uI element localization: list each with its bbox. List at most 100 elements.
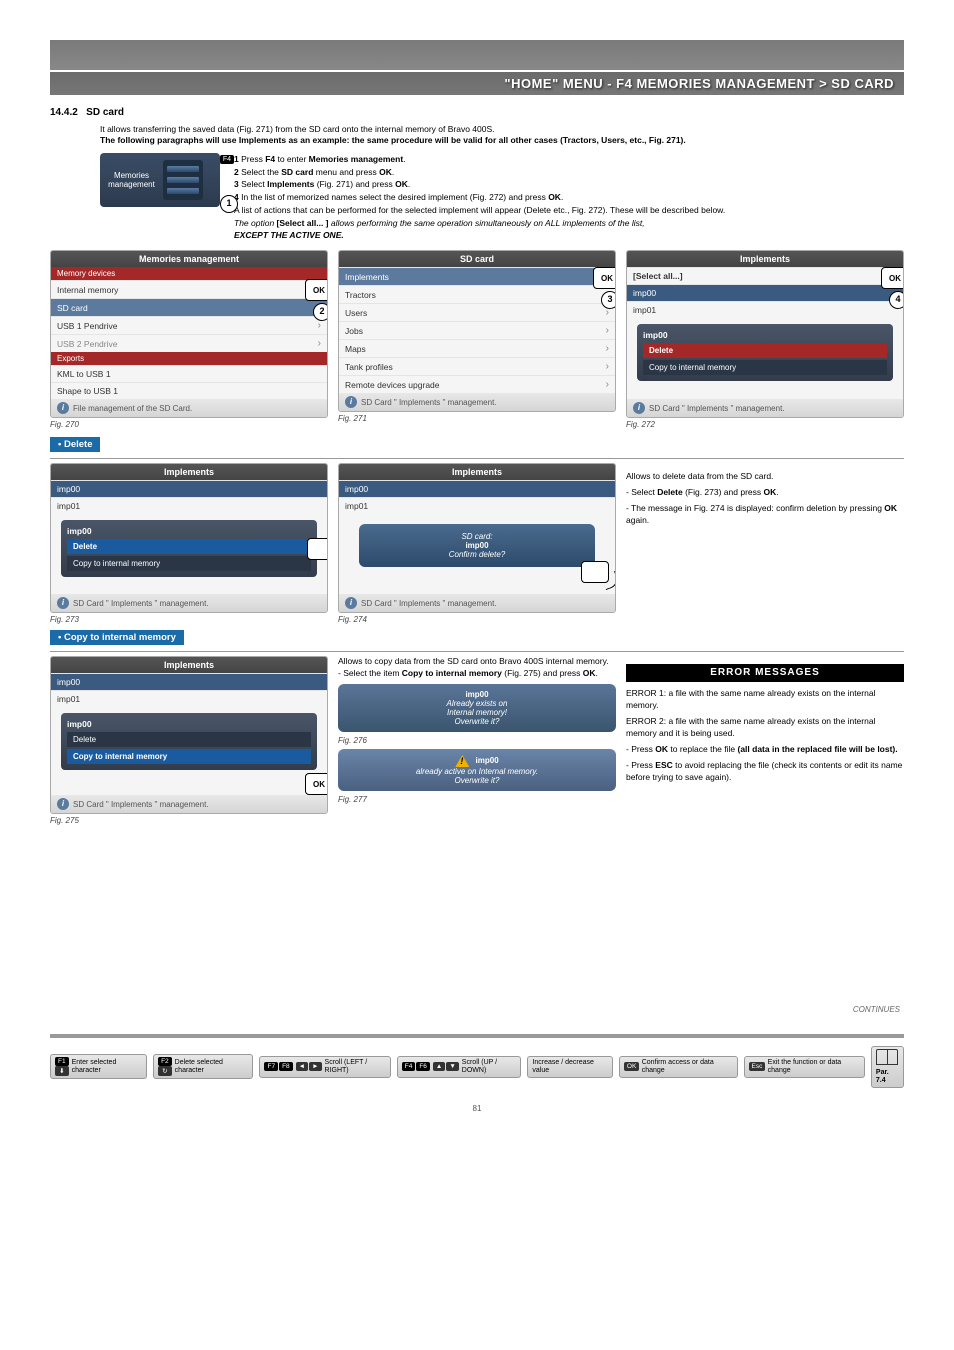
popup-copy[interactable]: Copy to internal memory — [67, 556, 311, 571]
fig-275-label: Fig. 275 — [50, 816, 328, 825]
row-shape[interactable]: Shape to USB 1 — [51, 382, 327, 399]
top-bar — [50, 40, 904, 70]
book-icon — [876, 1049, 898, 1065]
popup-delete[interactable]: Delete — [643, 343, 887, 358]
btn-text: Scroll (LEFT / RIGHT) — [325, 1059, 386, 1074]
f4-key-badge: F4 — [220, 155, 234, 164]
panel-274-header: Implements — [339, 464, 615, 480]
row-sd-card[interactable]: SD card› — [51, 298, 327, 316]
row-implements[interactable]: Implements› — [339, 267, 615, 285]
f2-key: F2 — [158, 1057, 172, 1066]
panels-row-1: Memories management Memory devices Inter… — [50, 250, 904, 429]
row-imp01[interactable]: imp01 — [627, 301, 903, 318]
panel-275: Implements imp00 imp01 imp00 Delete Copy… — [50, 656, 328, 814]
row-users[interactable]: Users› — [339, 303, 615, 321]
delete-heading: • Delete — [50, 437, 100, 452]
row-usb2: USB 2 Pendrive› — [51, 334, 327, 352]
callout-4: 4 — [889, 291, 904, 309]
cycle-icon: ↻ — [158, 1066, 172, 1076]
delete-row: Implements imp00 imp01 imp00 Delete Copy… — [50, 463, 904, 624]
panel-274-info: iSD Card " Implements " management. — [339, 594, 615, 612]
ok-bubble-275: OK — [305, 773, 328, 795]
row-imp00[interactable]: imp00 — [627, 284, 903, 301]
intro-line1: It allows transferring the saved data (F… — [100, 124, 904, 135]
row-imp00[interactable]: imp00 — [51, 480, 327, 497]
btn-text: Increase / decrease value — [532, 1059, 608, 1074]
down-icon: ▼ — [446, 1062, 458, 1071]
panel-271-info: iSD Card " Implements " management. — [339, 393, 615, 411]
ok-key: OK — [624, 1062, 639, 1071]
row-imp01[interactable]: imp01 — [51, 497, 327, 514]
row-imp01[interactable]: imp01 — [339, 497, 615, 514]
panel-270-info: iFile management of the SD Card. — [51, 399, 327, 417]
panel-275-header: Implements — [51, 657, 327, 673]
btn-manual-ref: Par. 7.4 — [871, 1046, 904, 1087]
f4-key: F4 — [402, 1062, 416, 1071]
warning-icon — [455, 755, 469, 767]
row-jobs[interactable]: Jobs› — [339, 321, 615, 339]
btn-enter-char: F1⬇ Enter selected character — [50, 1054, 147, 1079]
btn-text: Confirm access or data change — [642, 1059, 733, 1074]
popup-delete[interactable]: Delete — [67, 539, 311, 554]
btn-text: Delete selected character — [175, 1059, 249, 1074]
row-imp00[interactable]: imp00 — [51, 673, 327, 690]
btn-confirm: OK Confirm access or data change — [619, 1056, 738, 1077]
btn-delete-char: F2↻ Delete selected character — [153, 1054, 253, 1079]
up-icon: ▲ — [433, 1062, 445, 1071]
btn-exit: Esc Exit the function or data change — [744, 1056, 865, 1077]
panel-270-sub: Memory devices — [51, 267, 327, 280]
copy-heading: • Copy to internal memory — [50, 630, 184, 645]
row-imp00[interactable]: imp00 — [339, 480, 615, 497]
steps-list: 1 Press F4 to enter Memories management.… — [234, 153, 725, 242]
panel-270-sub2: Exports — [51, 352, 327, 365]
row-internal-memory[interactable]: Internal memory› — [51, 280, 327, 298]
title-bar: "HOME" MENU - F4 MEMORIES MANAGEMENT > S… — [50, 72, 904, 95]
left-icon: ◄ — [296, 1062, 308, 1071]
popup-copy[interactable]: Copy to internal memory — [643, 360, 887, 375]
error-messages-block: ERROR MESSAGES ERROR 1: a file with the … — [626, 656, 904, 825]
info-icon: i — [57, 597, 69, 609]
row-imp01[interactable]: imp01 — [51, 690, 327, 707]
callout-2: 2 — [313, 303, 328, 321]
panel-271: SD card Implements› Tractors› Users› Job… — [338, 250, 616, 412]
row-tank[interactable]: Tank profiles› — [339, 357, 615, 375]
f8-key: F8 — [279, 1062, 293, 1071]
ok-bubble-274: OK — [581, 561, 609, 583]
btn-text: Exit the function or data change — [768, 1059, 860, 1074]
intro-block: It allows transferring the saved data (F… — [100, 124, 904, 147]
row-kml[interactable]: KML to USB 1 — [51, 365, 327, 382]
error-messages-heading: ERROR MESSAGES — [626, 664, 904, 682]
row-usb1[interactable]: USB 1 Pendrive› — [51, 316, 327, 334]
panel-273-info: iSD Card " Implements " management. — [51, 594, 327, 612]
ok-bubble-271: OK — [593, 267, 616, 289]
row-remote[interactable]: Remote devices upgrade› — [339, 375, 615, 393]
copy-intro: Allows to copy data from the SD card ont… — [338, 656, 616, 680]
steps-row: Memories management F4 1 1 Press F4 to e… — [100, 153, 904, 242]
ok-bubble-273: OK — [307, 538, 328, 560]
fig-271-label: Fig. 271 — [338, 414, 616, 423]
btn-inc-dec: Increase / decrease value — [527, 1056, 613, 1077]
panel-272-header: Implements — [627, 251, 903, 267]
panel-272: Implements [Select all...] imp00 imp01 i… — [626, 250, 904, 418]
row-select-all[interactable]: [Select all...] — [627, 267, 903, 284]
popup-copy[interactable]: Copy to internal memory — [67, 749, 311, 764]
confirm-dialog: SD card: imp00 Confirm delete? OK — [359, 524, 595, 567]
info-icon: i — [633, 402, 645, 414]
panel-272-info: iSD Card " Implements " management. — [627, 399, 903, 417]
panel-273: Implements imp00 imp01 imp00 Delete Copy… — [50, 463, 328, 613]
mem-icon-label: Memories management — [104, 171, 159, 189]
f7-key: F7 — [264, 1062, 278, 1071]
row-maps[interactable]: Maps› — [339, 339, 615, 357]
section-title: SD card — [86, 107, 124, 118]
popup-delete[interactable]: Delete — [67, 732, 311, 747]
info-icon: i — [345, 396, 357, 408]
row-tractors[interactable]: Tractors› — [339, 285, 615, 303]
par-ref: Par. 7.4 — [876, 1069, 899, 1084]
esc-key: Esc — [749, 1062, 765, 1071]
popup-title: imp00 — [643, 330, 887, 340]
fig-270-label: Fig. 270 — [50, 420, 328, 429]
panel-273-header: Implements — [51, 464, 327, 480]
section-heading: 14.4.2 SD card — [50, 107, 904, 118]
fig-274-label: Fig. 274 — [338, 615, 616, 624]
page-title: "HOME" MENU - F4 MEMORIES MANAGEMENT > S… — [504, 76, 894, 91]
